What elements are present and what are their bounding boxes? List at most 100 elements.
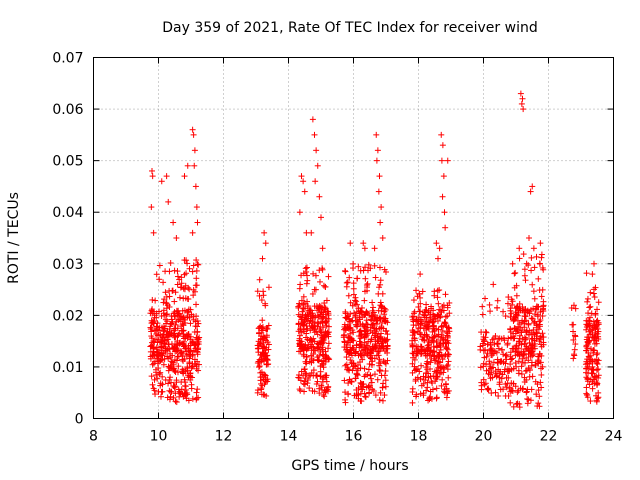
data-point — [160, 361, 167, 368]
data-point — [369, 322, 376, 329]
data-point — [342, 399, 349, 406]
data-point — [525, 365, 532, 372]
data-point — [179, 366, 186, 373]
data-point — [297, 348, 304, 355]
data-point — [533, 391, 540, 398]
data-point — [357, 397, 364, 404]
data-point — [326, 356, 333, 363]
data-point — [512, 314, 519, 321]
data-point — [536, 403, 543, 410]
data-point — [188, 365, 195, 372]
data-point — [166, 376, 173, 383]
data-point — [514, 400, 521, 407]
data-point — [493, 373, 500, 380]
data-point — [345, 292, 352, 299]
data-point — [594, 306, 601, 313]
data-point — [420, 373, 427, 380]
data-point — [303, 353, 310, 360]
data-point — [442, 313, 449, 320]
data-point-outlier — [189, 126, 196, 133]
data-point — [583, 270, 590, 277]
data-point — [444, 362, 451, 369]
data-point — [191, 361, 198, 368]
data-point — [427, 388, 434, 395]
data-point — [317, 373, 324, 380]
data-point — [362, 394, 369, 401]
data-point — [410, 297, 417, 304]
data-point — [153, 372, 160, 379]
data-point — [325, 323, 332, 330]
data-point — [483, 353, 490, 360]
data-point — [315, 304, 322, 311]
y-tick-label: 0.02 — [52, 308, 83, 324]
data-point — [514, 389, 521, 396]
data-point — [303, 264, 310, 271]
data-point-outlier — [347, 240, 354, 247]
data-point — [494, 341, 501, 348]
data-point — [302, 265, 309, 272]
data-point — [298, 329, 305, 336]
data-point — [321, 300, 328, 307]
data-point — [172, 398, 179, 405]
data-point-outlier — [148, 204, 155, 211]
data-point — [324, 331, 331, 338]
data-point — [508, 366, 515, 373]
data-point — [190, 262, 197, 269]
data-point — [486, 301, 493, 308]
data-point — [530, 288, 537, 295]
data-point — [346, 367, 353, 374]
data-point — [159, 373, 166, 380]
data-point-outlier — [376, 173, 383, 180]
data-point — [525, 396, 532, 403]
data-point — [436, 287, 443, 294]
data-point — [171, 384, 178, 391]
data-point — [483, 329, 490, 336]
data-point — [194, 261, 201, 268]
data-point — [516, 332, 523, 339]
data-point — [500, 308, 507, 315]
data-point — [433, 385, 440, 392]
data-point-outlier — [440, 173, 447, 180]
data-point — [350, 329, 357, 336]
data-point — [256, 276, 263, 283]
data-point — [193, 313, 200, 320]
data-point — [533, 322, 540, 329]
data-point-outlier — [192, 183, 199, 190]
data-point — [320, 282, 327, 289]
data-point — [523, 389, 530, 396]
data-point — [362, 275, 369, 282]
data-point — [312, 286, 319, 293]
data-point — [303, 371, 310, 378]
data-point — [166, 396, 173, 403]
data-point — [365, 366, 372, 373]
data-point — [521, 379, 528, 386]
data-point — [435, 353, 442, 360]
data-point — [423, 323, 430, 330]
y-tick-label: 0.06 — [52, 102, 83, 118]
data-point-outlier — [529, 183, 536, 190]
data-point — [495, 392, 502, 399]
data-point — [431, 327, 438, 334]
data-point — [436, 370, 443, 377]
data-point — [521, 266, 528, 273]
data-point-outlier — [149, 173, 156, 180]
data-point — [443, 363, 450, 370]
data-point — [366, 389, 373, 396]
data-point — [592, 311, 599, 318]
data-point — [364, 371, 371, 378]
data-point — [186, 265, 193, 272]
data-point-outlier — [262, 240, 269, 247]
data-point — [179, 307, 186, 314]
data-point-outlier — [417, 271, 424, 278]
data-point — [322, 389, 329, 396]
data-point — [151, 376, 158, 383]
data-point — [539, 286, 546, 293]
data-point — [505, 374, 512, 381]
data-point — [167, 354, 174, 361]
data-point — [316, 345, 323, 352]
data-point — [352, 375, 359, 382]
data-point — [409, 337, 416, 344]
data-point — [185, 296, 192, 303]
data-point — [368, 312, 375, 319]
